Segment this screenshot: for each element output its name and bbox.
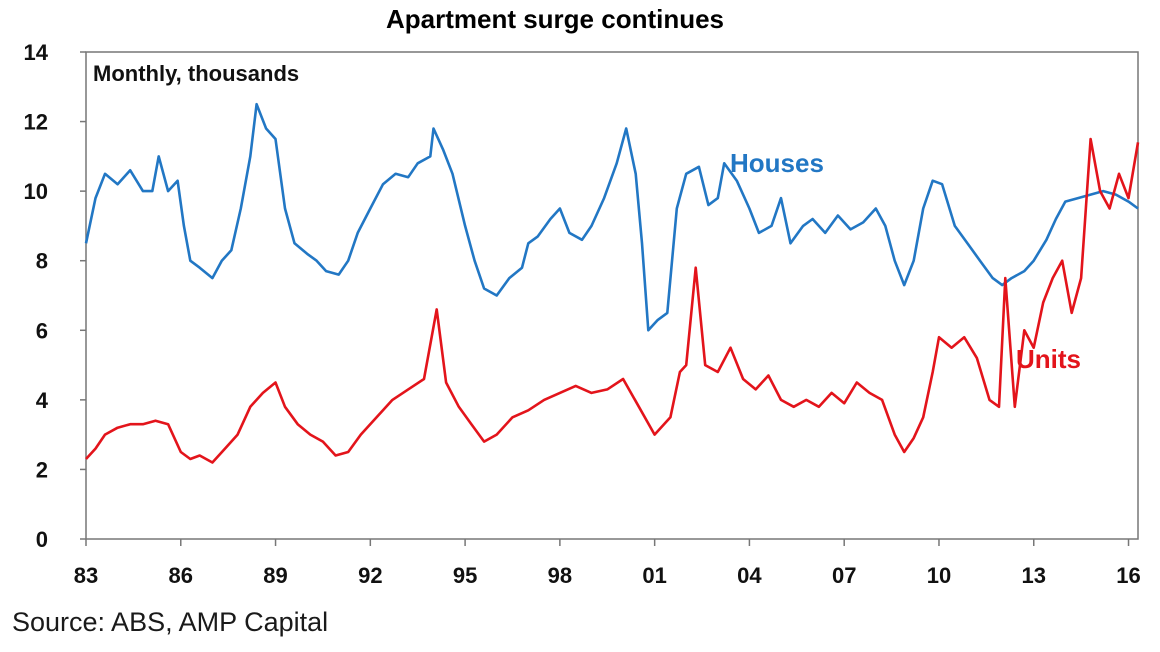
series-lines: [84, 102, 1140, 464]
y-tick-label: 0: [36, 527, 48, 552]
source-note: Source: ABS, AMP Capital: [12, 607, 329, 637]
plot-frame: [85, 51, 1139, 540]
y-axis: 0 2 4 6 8 10 12 14: [24, 40, 86, 552]
x-tick-label: 13: [1022, 563, 1046, 588]
y-tick-label: 8: [36, 249, 48, 274]
y-tick-label: 14: [24, 40, 49, 65]
x-tick-label: 01: [642, 563, 666, 588]
x-axis: 83 86 89 92 95 98 01 04 07 10 13 16: [74, 539, 1141, 588]
houses-series-line: [84, 102, 1139, 332]
x-tick-label: 86: [169, 563, 193, 588]
units-series-label: Units: [1016, 344, 1081, 374]
x-tick-label: 89: [263, 563, 287, 588]
x-tick-label: 16: [1116, 563, 1140, 588]
houses-series-label: Houses: [730, 148, 824, 178]
y-tick-label: 2: [36, 457, 48, 482]
y-tick-label: 10: [24, 179, 48, 204]
units-series-line: [85, 137, 1140, 464]
x-tick-label: 98: [548, 563, 572, 588]
x-tick-label: 83: [74, 563, 98, 588]
y-tick-label: 4: [36, 388, 49, 413]
chart-title: Apartment surge continues: [386, 4, 724, 34]
x-tick-label: 92: [358, 563, 382, 588]
x-tick-label: 95: [453, 563, 477, 588]
y-tick-label: 12: [24, 110, 48, 135]
x-tick-label: 04: [737, 563, 762, 588]
unit-note: Monthly, thousands: [93, 61, 299, 86]
y-tick-label: 6: [36, 318, 48, 343]
x-tick-label: 07: [832, 563, 856, 588]
x-tick-label: 10: [927, 563, 951, 588]
